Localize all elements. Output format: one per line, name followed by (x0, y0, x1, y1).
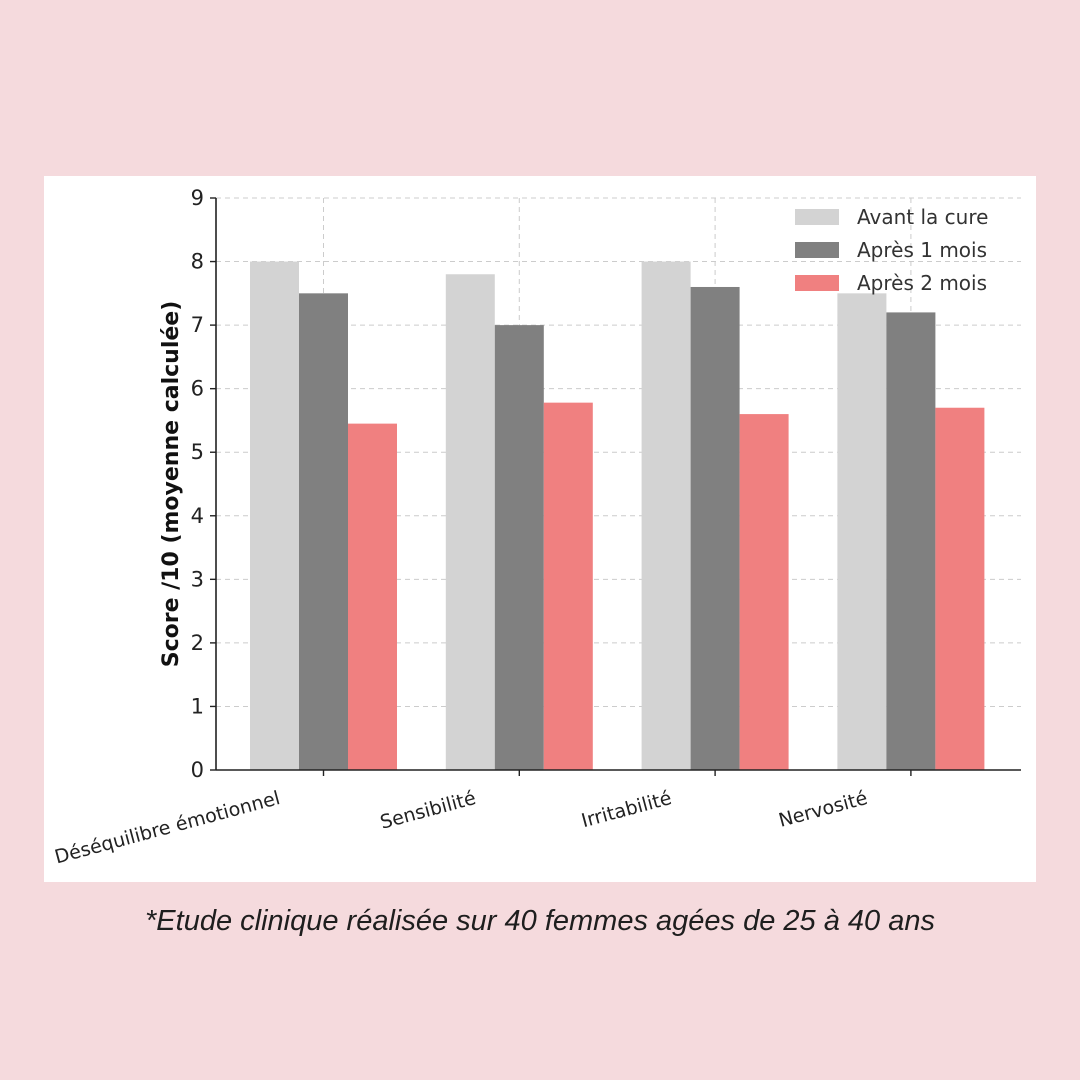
bars (250, 261, 985, 770)
x-category-label: Nervosité (776, 787, 870, 832)
y-tick-label: 3 (191, 567, 204, 591)
footnote: *Etude clinique réalisée sur 40 femmes a… (145, 905, 935, 937)
y-tick-label: 2 (191, 631, 204, 655)
bar (348, 423, 397, 770)
y-tick-label: 0 (191, 758, 204, 782)
bar (494, 325, 544, 770)
chart-card: 0 1 2 3 4 5 6 7 8 9 Déséquilibre émotionnel Sensibi… (44, 176, 1036, 882)
y-tick-label: 1 (191, 694, 204, 718)
bar (299, 293, 348, 770)
legend-label: Après 1 mois (857, 238, 987, 262)
legend-label: Avant la cure (857, 205, 988, 229)
y-tick-label: 6 (191, 377, 204, 401)
y-tick-label: 4 (191, 504, 204, 528)
legend-swatch (795, 209, 839, 225)
legend-swatch (795, 242, 839, 258)
x-category-label: Déséquilibre émotionnel (52, 787, 282, 868)
legend-label: Après 2 mois (857, 271, 987, 295)
legend: Avant la cure Après 1 mois Après 2 mois (795, 205, 988, 295)
y-tick-label: 7 (191, 313, 204, 337)
bar (935, 407, 985, 770)
x-category-label: Irritabilité (579, 787, 674, 832)
y-axis-title: Score /10 (moyenne calculée) (159, 301, 184, 668)
y-tick-label: 9 (191, 186, 204, 210)
bar (886, 312, 936, 770)
y-tick-label: 5 (191, 440, 204, 464)
bar-chart: 0 1 2 3 4 5 6 7 8 9 Déséquilibre émotionnel Sensibi… (52, 186, 1021, 868)
legend-swatch (795, 275, 839, 291)
bar (445, 274, 495, 770)
bar (690, 286, 740, 770)
y-tick-label: 8 (191, 250, 204, 274)
bar (543, 402, 593, 770)
x-category-label: Sensibilité (378, 787, 478, 834)
bar (739, 414, 789, 770)
bar (837, 293, 887, 770)
bar (641, 261, 691, 770)
bar (250, 261, 299, 770)
